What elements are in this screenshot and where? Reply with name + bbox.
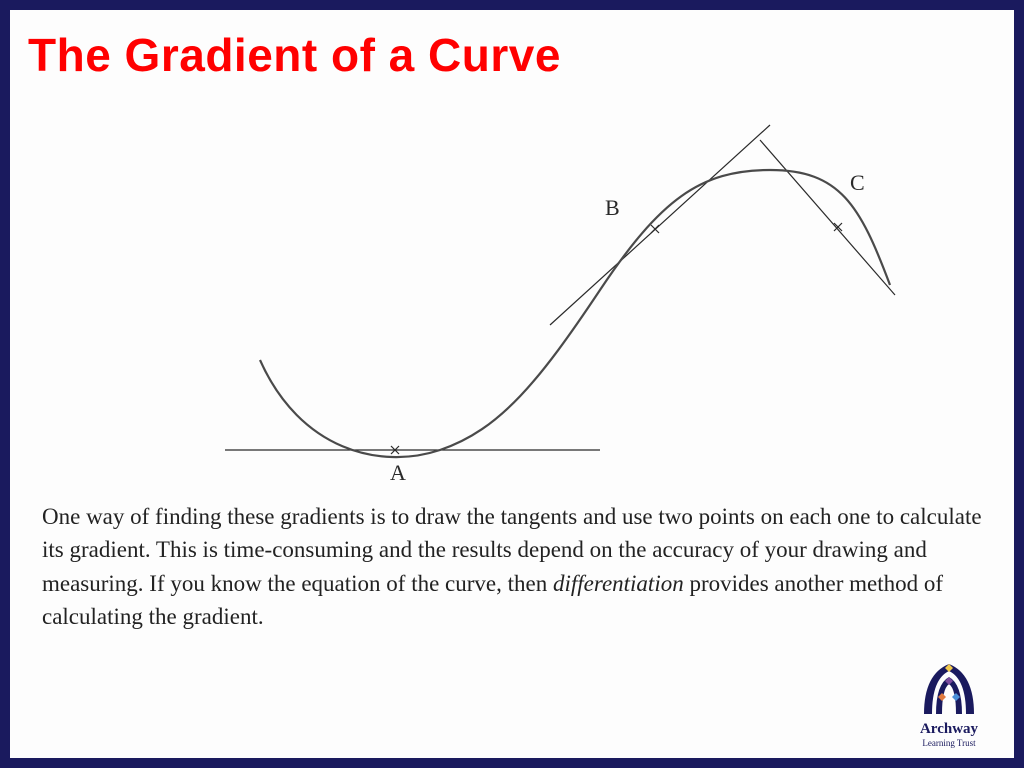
point-label: C (850, 170, 865, 195)
logo-subtitle: Learning Trust (904, 738, 994, 748)
tangent-line (550, 125, 770, 325)
slide-frame: The Gradient of a Curve A B C One way of f… (0, 0, 1024, 768)
tick-mark (651, 225, 659, 233)
diagram-svg: A B C (180, 110, 900, 490)
slide-title: The Gradient of a Curve (10, 10, 1014, 82)
point-label: B (605, 195, 620, 220)
tangent-line (760, 140, 895, 295)
body-paragraph: One way of finding these gradients is to… (42, 500, 982, 633)
logo-name: Archway (904, 721, 994, 738)
archway-logo: Archway Learning Trust (904, 659, 994, 748)
point-label: A (390, 460, 406, 485)
curve-diagram: A B C (180, 110, 900, 490)
body-emphasis: differentiation (553, 571, 684, 596)
logo-icon (914, 659, 984, 719)
